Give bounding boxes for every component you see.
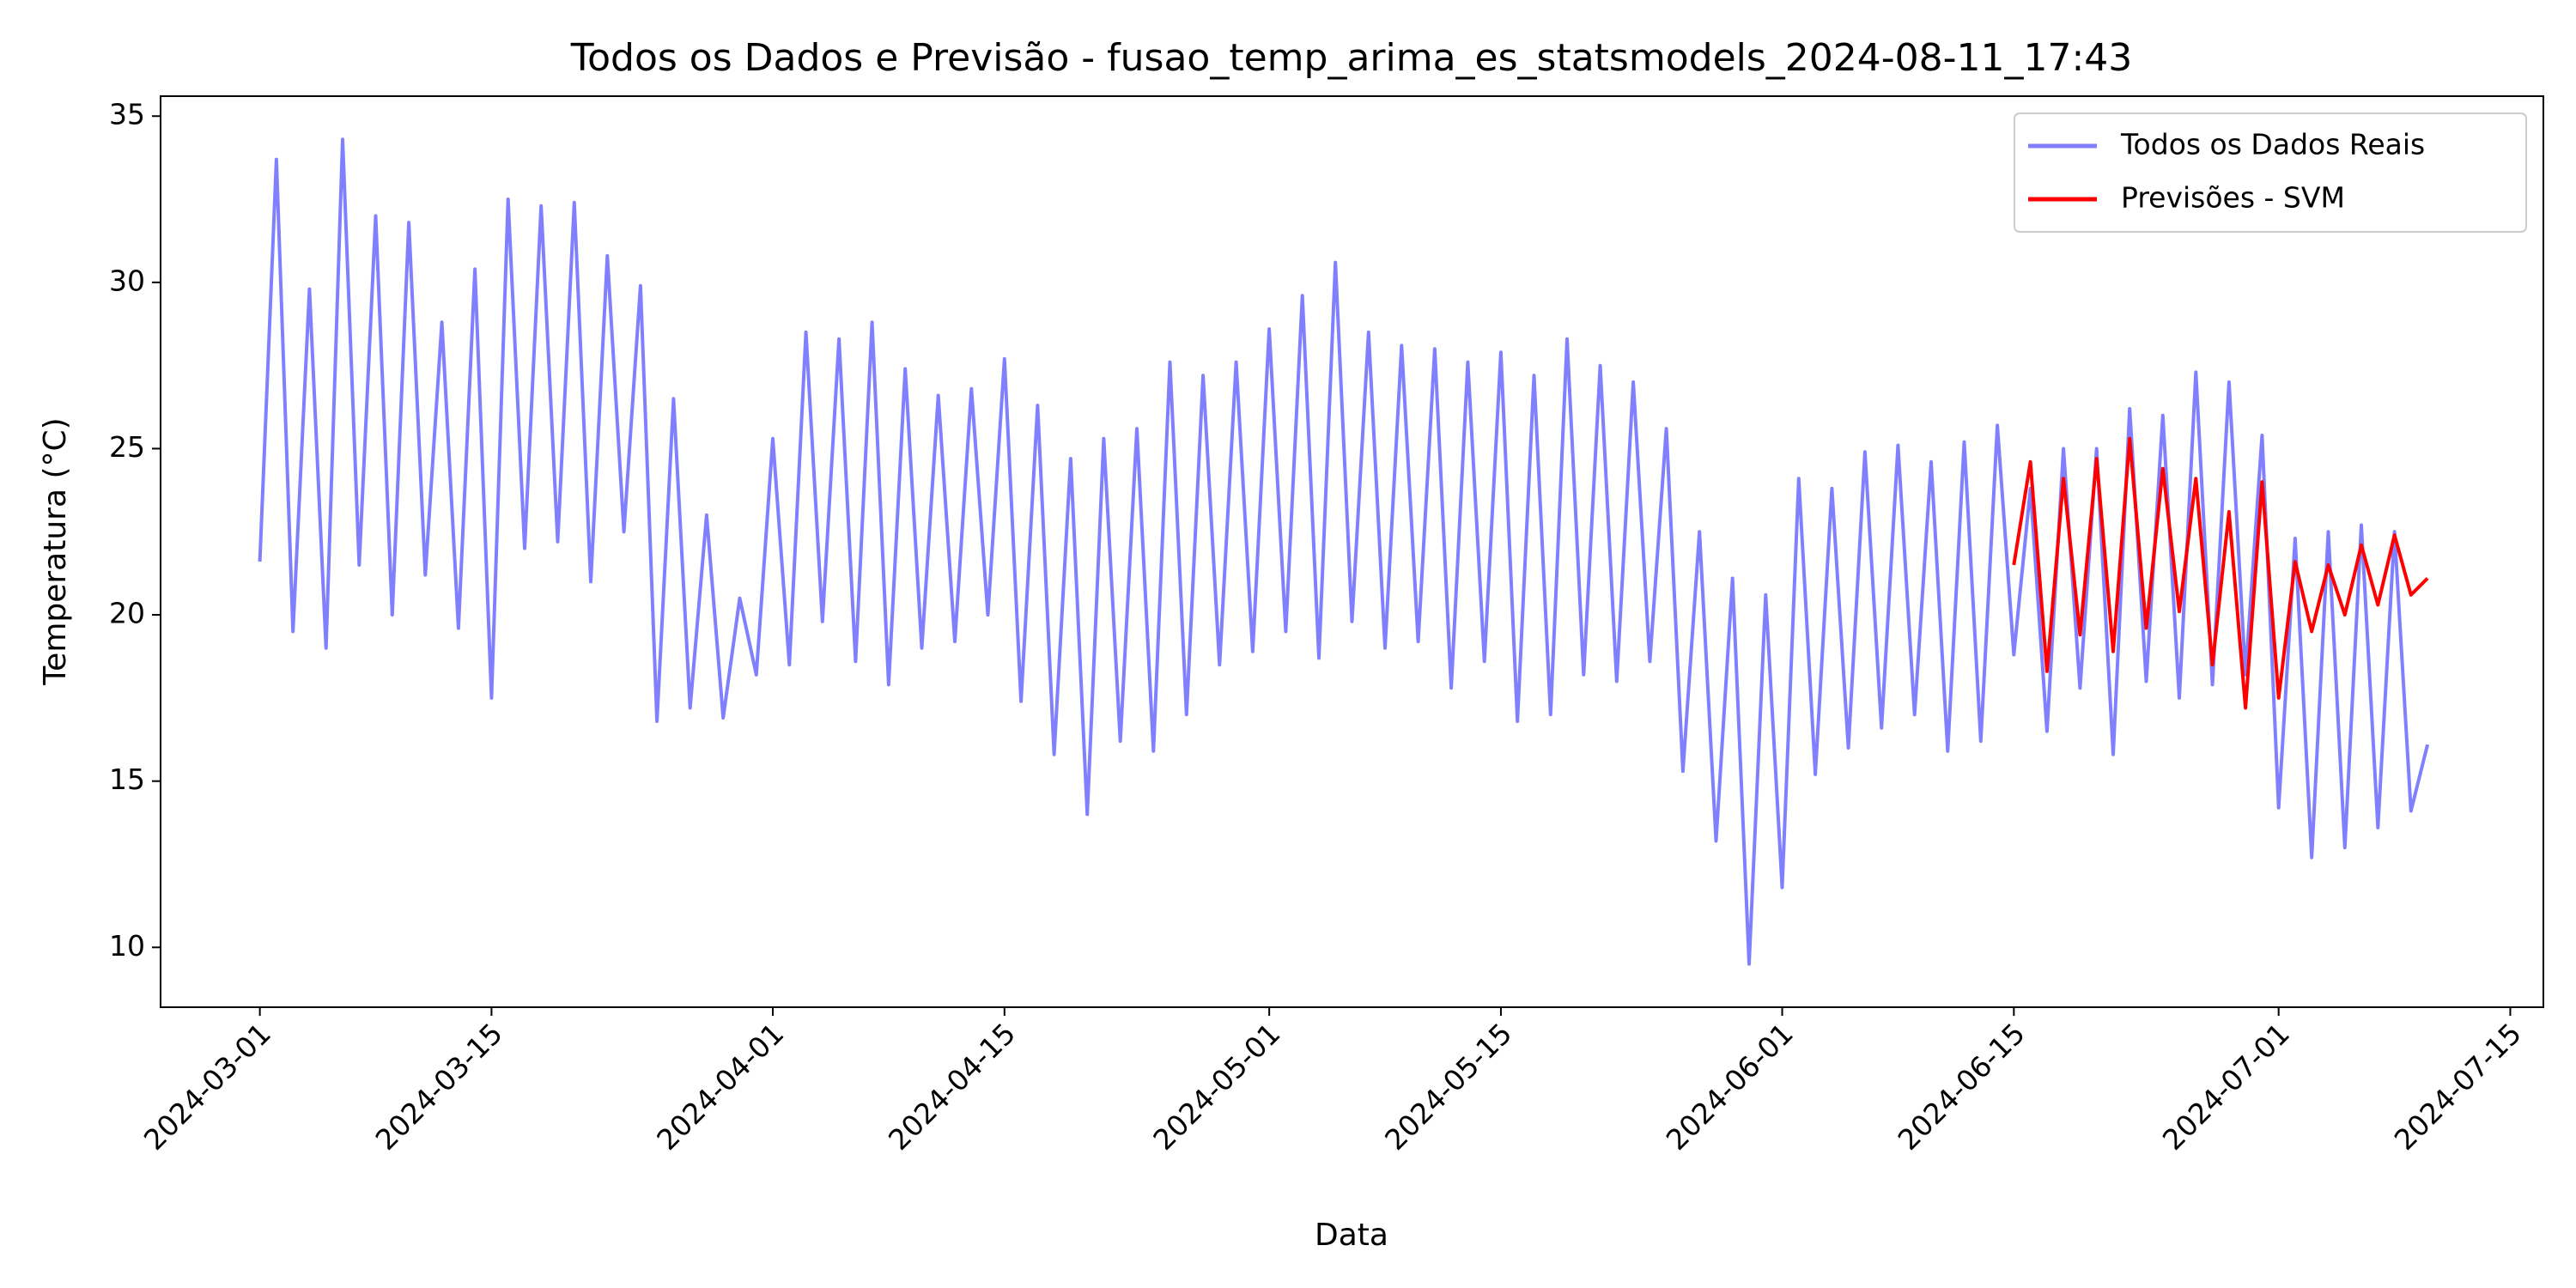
y-tick-label: 30 (109, 264, 145, 297)
legend: Todos os Dados Reais Previsões - SVM (2014, 112, 2527, 233)
y-tick-label: 20 (109, 597, 145, 630)
y-tick-label: 25 (109, 430, 145, 464)
data-line (2012, 436, 2429, 710)
y-tick-label: 15 (109, 762, 145, 796)
y-tick-label: 10 (109, 929, 145, 963)
y-tick-label: 35 (109, 98, 145, 131)
x-axis-label: Data (1315, 1218, 1388, 1253)
chart-title: Todos os Dados e Previsão - fusao_temp_a… (570, 36, 2133, 80)
legend-label: Previsões - SVM (2121, 181, 2345, 215)
legend-label: Todos os Dados Reais (2120, 128, 2425, 161)
plot-frame (160, 95, 2544, 1008)
legend-box (2014, 112, 2527, 233)
y-axis-label: Temperatura (°C) (38, 417, 73, 685)
